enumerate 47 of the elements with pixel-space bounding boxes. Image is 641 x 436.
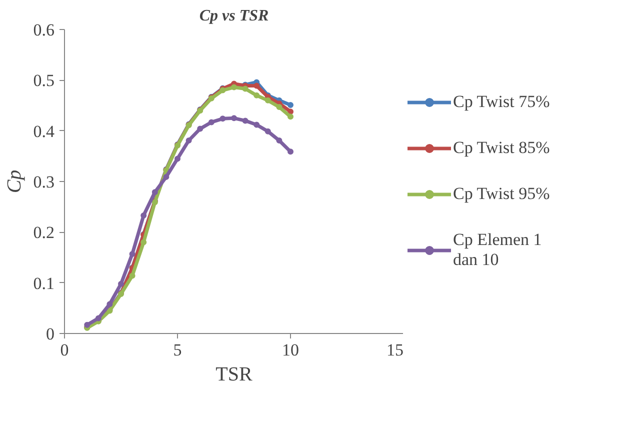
point [152,189,158,196]
y-axis-title: Cp [3,170,26,194]
point [242,86,248,92]
y-tick-label: 0.5 [33,71,54,90]
point [242,118,248,124]
legend-label: Cp Twist 85% [453,138,550,158]
point [129,250,136,257]
point [140,239,147,246]
point [288,102,294,108]
point [95,315,102,322]
point [254,92,260,98]
point [231,115,237,122]
point [288,114,294,120]
point [276,137,282,144]
x-tick-label: 10 [282,340,299,360]
x-tick-label: 0 [60,340,69,360]
point [163,174,170,180]
point [129,272,136,279]
point [288,108,294,115]
point [276,104,282,110]
point [140,212,147,218]
point [208,119,214,126]
legend-label: Cp Twist 95% [453,184,550,204]
point [220,116,226,122]
point [118,280,124,287]
point [254,122,260,128]
legend-label: Cp Twist 75% [453,92,550,112]
point [84,322,90,328]
x-axis-title: TSR [216,364,253,386]
point [174,156,180,162]
y-tick-label: 0.6 [33,20,54,40]
point [288,148,294,155]
x-tick-label: 15 [386,340,404,360]
point [197,126,204,132]
x-tick-label: 5 [173,340,182,360]
chart-title: Cp vs TSR [199,8,269,24]
legend-label: Cp Elemen 1 dan 10 [453,230,542,270]
point [264,128,271,134]
point [264,97,271,104]
y-tick-label: 0 [46,324,54,344]
y-tick-label: 0.3 [33,172,54,192]
point [254,82,260,89]
y-tick-label: 0.1 [33,274,54,293]
point [186,137,192,144]
y-tick-label: 0.2 [33,223,54,242]
y-tick-label: 0.4 [33,122,55,141]
point [106,301,113,308]
